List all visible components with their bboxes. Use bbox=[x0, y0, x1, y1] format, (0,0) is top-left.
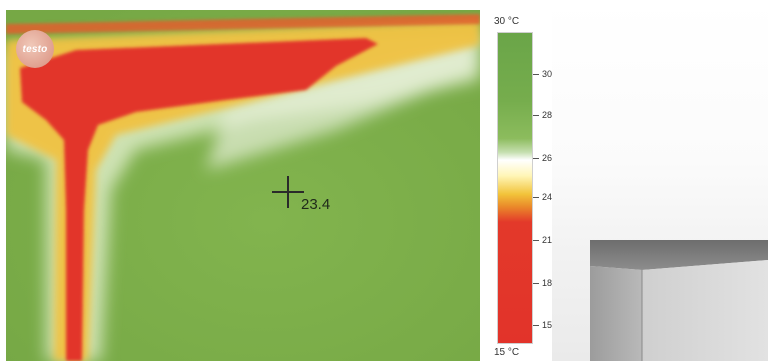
scale-tick-label: 18,0 bbox=[542, 278, 560, 288]
scale-tick-mark bbox=[533, 240, 539, 241]
scale-tick-label: 21,0 bbox=[542, 235, 560, 245]
testo-logo: testo bbox=[16, 30, 54, 68]
scale-tick-mark bbox=[533, 325, 539, 326]
scale-tick-label: 24,0 bbox=[542, 192, 560, 202]
temperature-readout: 23.4 bbox=[301, 196, 331, 213]
thermal-heatmap bbox=[6, 10, 480, 361]
scale-tick-mark bbox=[533, 74, 539, 75]
scale-tick-label: 30,0 bbox=[542, 69, 560, 79]
scale-tick-mark bbox=[533, 115, 539, 116]
room-corner-photo bbox=[590, 240, 768, 361]
scale-tick-mark bbox=[533, 158, 539, 159]
scale-tick-mark bbox=[533, 197, 539, 198]
scale-min-label: 15 °C bbox=[494, 347, 520, 358]
thermal-image: testo 23.4 bbox=[6, 10, 480, 361]
scale-tick-label: 26,0 bbox=[542, 153, 560, 163]
scale-max-label: 30 °C bbox=[494, 16, 520, 27]
scale-tick-label: 28,0 bbox=[542, 110, 560, 120]
logo-text: testo bbox=[22, 43, 48, 55]
crosshair-icon bbox=[272, 176, 304, 208]
scale-tick-mark bbox=[533, 283, 539, 284]
scale-tick-label: 15,0 bbox=[542, 320, 560, 330]
color-scale-bar bbox=[497, 32, 533, 344]
